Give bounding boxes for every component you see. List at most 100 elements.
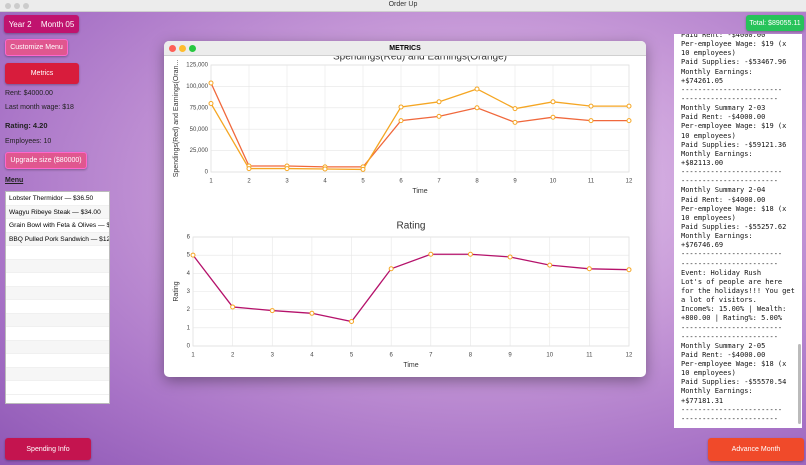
menu-title: Menu — [5, 177, 24, 184]
menu-empty-row — [6, 246, 109, 260]
series-line — [192, 253, 630, 323]
data-point — [588, 118, 594, 124]
data-point — [269, 308, 275, 314]
rating: Rating: 4.20 — [5, 121, 48, 130]
log-line: Monthly Earnings: — [681, 232, 753, 241]
log-line: +$74261.05 — [681, 76, 724, 85]
data-point — [322, 166, 328, 172]
menu-empty-row — [6, 381, 109, 395]
data-point — [547, 262, 553, 268]
y-tick-label: 6 — [187, 235, 191, 241]
x-tick-label: 6 — [399, 179, 403, 185]
x-tick-label: 11 — [586, 353, 593, 359]
menu-item: Wagyu Ribeye Steak — $34.00 — [6, 205, 109, 219]
upgrade-button[interactable]: Upgrade size ($80000) — [5, 152, 87, 169]
menu-item: Lobster Thermidor — $36.50 — [6, 192, 109, 206]
log-line: Event: Holiday Rush — [681, 268, 762, 277]
data-point — [586, 266, 592, 272]
x-tick-label: 7 — [437, 179, 441, 185]
data-point — [398, 118, 404, 124]
total-badge: Total: $89055.11 — [746, 15, 804, 31]
log-line: ------------------------ — [681, 250, 783, 259]
chart-title: Rating — [397, 221, 426, 232]
x-tick-label: 12 — [626, 353, 633, 359]
log-line: Lot's of people are here — [681, 277, 783, 286]
x-tick-label: 2 — [231, 353, 235, 359]
log-line: Per-employee Wage: $19 (x — [681, 40, 787, 49]
data-point — [208, 101, 214, 107]
log-line: Paid Rent: -$4000.00 — [681, 34, 766, 39]
menu-empty-row — [6, 354, 109, 368]
log-line: Income%: 15.00% | Wealth: — [681, 305, 787, 314]
menu-list: Lobster Thermidor — $36.50 Wagyu Ribeye S… — [5, 191, 110, 404]
x-tick-label: 10 — [550, 179, 557, 185]
x-tick-label: 3 — [271, 353, 275, 359]
x-tick-label: 9 — [508, 353, 512, 359]
chart-title: Spendings(Red) and Earnings(Orange) — [333, 56, 507, 63]
x-tick-label: 8 — [475, 179, 479, 185]
title-bar: Order Up — [0, 0, 806, 12]
log-line: Monthly Summary 2-03 — [681, 104, 766, 113]
x-tick-label: 12 — [626, 179, 633, 185]
log-line: Per-employee Wage: $19 (x — [681, 122, 787, 131]
log-panel: Paid Rent: -$4000.00 Per-employee Wage: $… — [674, 34, 802, 428]
data-point — [284, 166, 290, 172]
log-line: ------------------------ — [681, 168, 783, 177]
data-point — [467, 251, 473, 257]
y-tick-label: 75,000 — [190, 105, 209, 111]
log-line: ----------------------- — [681, 177, 778, 186]
log-line: Paid Supplies: -$59121.36 — [681, 140, 787, 149]
log-line: Paid Rent: -$4000.00 — [681, 350, 766, 359]
metrics-window: METRICS Spendings(Red) and Earnings(Oran… — [164, 41, 646, 377]
log-lines: Paid Rent: -$4000.00 Per-employee Wage: $… — [681, 34, 795, 424]
log-line: 10 employees) — [681, 213, 736, 222]
data-point — [626, 103, 632, 109]
metrics-button[interactable]: Metrics — [5, 63, 79, 84]
data-point — [428, 251, 434, 257]
advance-month-button[interactable]: Advance Month — [708, 438, 804, 461]
x-axis-label: Time — [403, 362, 418, 369]
data-point — [190, 252, 196, 258]
x-tick-label: 9 — [513, 179, 517, 185]
data-point — [550, 99, 556, 105]
menu-item: Grain Bowl with Feta & Olives — $1 — [6, 219, 109, 233]
log-line: ------------------------ — [681, 405, 783, 414]
spending-info-button[interactable]: Spending Info — [5, 438, 91, 460]
log-line: Per-employee Wage: $18 (x — [681, 204, 787, 213]
log-line: Paid Rent: -$4000.00 — [681, 113, 766, 122]
x-tick-label: 7 — [429, 353, 433, 359]
data-point — [436, 99, 442, 105]
series-line — [210, 82, 629, 168]
data-point — [512, 119, 518, 125]
log-line: Monthly Summary 2-05 — [681, 341, 766, 350]
y-tick-label: 3 — [187, 289, 191, 295]
log-line: +$82113.00 — [681, 158, 724, 167]
log-line: Monthly Earnings: — [681, 67, 753, 76]
data-point — [474, 86, 480, 92]
data-point — [626, 267, 632, 273]
y-tick-label: 50,000 — [190, 127, 209, 133]
log-line: Monthly Summary 2-04 — [681, 186, 766, 195]
y-tick-label: 100,000 — [186, 84, 208, 90]
data-point — [512, 106, 518, 112]
x-axis-label: Time — [412, 188, 427, 195]
log-line: Monthly Earnings: — [681, 387, 753, 396]
data-point — [398, 104, 404, 110]
log-line: Paid Rent: -$4000.00 — [681, 195, 766, 204]
year: Year 2 — [8, 19, 32, 29]
log-line: 10 employees) — [681, 49, 736, 58]
menu-empty-row — [6, 313, 109, 327]
y-tick-label: 4 — [187, 271, 191, 277]
x-tick-label: 4 — [323, 179, 327, 185]
customize-menu-button[interactable]: Customize Menu — [5, 39, 68, 56]
y-tick-label: 125,000 — [186, 63, 208, 69]
log-line: ------------------------ — [681, 85, 783, 94]
x-tick-label: 11 — [588, 179, 595, 185]
log-line: Paid Supplies: -$55257.62 — [681, 222, 787, 231]
menu-empty-row — [6, 300, 109, 314]
x-tick-label: 10 — [546, 353, 553, 359]
menu-item: BBQ Pulled Pork Sandwich — $12.0 — [6, 232, 109, 246]
y-axis-label: Spendings(Red) and Earnings(Oran... — [173, 60, 180, 178]
data-point — [349, 318, 355, 324]
series-line — [210, 88, 629, 171]
